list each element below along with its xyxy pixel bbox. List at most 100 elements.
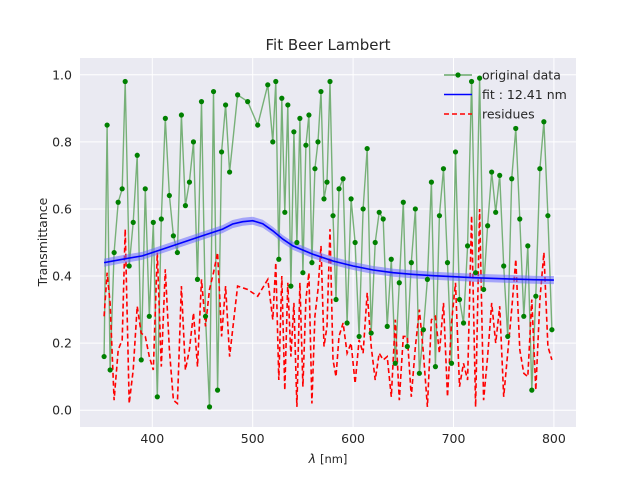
original-data-point bbox=[416, 370, 422, 376]
original-data-point bbox=[360, 206, 366, 212]
original-data-point bbox=[324, 179, 330, 185]
original-data-point bbox=[138, 357, 144, 363]
original-data-point bbox=[444, 260, 451, 266]
x-axis-label: λ [nm] bbox=[308, 451, 348, 466]
original-data-point bbox=[364, 145, 370, 152]
original-data-point bbox=[194, 276, 201, 282]
original-data-point bbox=[333, 296, 339, 303]
original-data-point bbox=[424, 276, 431, 282]
original-data-point bbox=[505, 333, 511, 340]
original-data-point bbox=[481, 286, 487, 293]
original-data-point bbox=[186, 179, 193, 185]
y-tick-label: 0.0 bbox=[52, 403, 72, 418]
original-data-point bbox=[384, 323, 390, 329]
original-data-point bbox=[297, 115, 303, 121]
original-data-point bbox=[101, 353, 107, 360]
original-data-point bbox=[285, 102, 291, 108]
original-data-point bbox=[202, 313, 209, 319]
original-data-point bbox=[111, 249, 117, 256]
original-data-point bbox=[497, 172, 503, 179]
legend: original data fit : 12.41 nm residues bbox=[444, 68, 567, 122]
original-data-point bbox=[210, 88, 217, 95]
original-data-point bbox=[142, 186, 148, 192]
x-tick-label: 600 bbox=[341, 431, 365, 446]
original-data-point bbox=[541, 119, 547, 125]
original-data-point bbox=[107, 367, 113, 373]
original-data-point bbox=[352, 239, 358, 246]
y-tick-label: 0.4 bbox=[52, 269, 72, 284]
original-data-point bbox=[468, 78, 475, 85]
y-axis-label: Transmittance bbox=[35, 197, 50, 287]
y-tick-label: 0.8 bbox=[52, 134, 72, 149]
original-data-point bbox=[104, 122, 110, 128]
original-data-point bbox=[306, 112, 312, 118]
original-data-point bbox=[134, 152, 140, 158]
original-data-point bbox=[214, 387, 221, 393]
original-data-point bbox=[218, 149, 225, 155]
original-data-point bbox=[166, 192, 172, 199]
residues-line bbox=[103, 208, 553, 407]
original-data-point bbox=[376, 209, 382, 215]
original-data-point bbox=[315, 139, 321, 145]
chart-title: Fit Beer Lambert bbox=[266, 36, 391, 54]
original-data-point bbox=[276, 256, 282, 262]
legend-label-fit: fit : 12.41 nm bbox=[482, 87, 567, 102]
original-data-point bbox=[412, 206, 418, 212]
original-data-point bbox=[533, 293, 539, 299]
original-data-point bbox=[400, 199, 406, 205]
original-data-point bbox=[270, 139, 276, 145]
original-data-point bbox=[222, 102, 229, 108]
original-data-point bbox=[273, 78, 279, 85]
original-data-point bbox=[344, 320, 350, 326]
original-data-point bbox=[477, 75, 483, 81]
original-data-point bbox=[380, 216, 386, 222]
legend-label-original-data: original data bbox=[482, 68, 561, 83]
original-data-point bbox=[330, 213, 336, 219]
original-data-point bbox=[255, 122, 261, 128]
original-data-point bbox=[448, 360, 455, 366]
original-data-point bbox=[529, 387, 535, 393]
original-data-point bbox=[348, 196, 354, 202]
original-data-point bbox=[485, 223, 491, 229]
original-data-point bbox=[178, 112, 185, 118]
original-data-point bbox=[517, 216, 523, 222]
original-data-point bbox=[206, 404, 213, 410]
original-data-point bbox=[279, 95, 285, 101]
original-data-point bbox=[336, 186, 342, 192]
original-data-point bbox=[198, 99, 205, 105]
y-tick-label: 0.2 bbox=[52, 336, 72, 351]
original-data-point bbox=[150, 219, 156, 225]
original-data-point bbox=[158, 216, 164, 222]
original-data-point bbox=[288, 283, 294, 289]
original-data-point bbox=[521, 313, 527, 319]
original-data-point bbox=[327, 78, 333, 85]
original-data-point bbox=[235, 92, 241, 98]
original-data-point bbox=[282, 209, 288, 215]
original-data-point bbox=[372, 239, 378, 246]
original-data-point bbox=[460, 320, 467, 326]
original-data-point bbox=[404, 343, 410, 350]
x-axis-ticks: 400 500 600 700 800 bbox=[140, 431, 566, 446]
original-data-point bbox=[162, 115, 168, 121]
original-data-point bbox=[309, 260, 315, 266]
original-data-point bbox=[509, 176, 515, 182]
original-data-point bbox=[190, 139, 197, 145]
original-data-point bbox=[356, 333, 362, 340]
original-data-point bbox=[452, 149, 459, 155]
original-data-point bbox=[154, 394, 160, 400]
original-data-point bbox=[489, 169, 495, 175]
y-tick-label: 0.6 bbox=[52, 201, 72, 216]
original-data-point bbox=[545, 213, 551, 219]
original-data-point bbox=[464, 243, 471, 249]
plot-area bbox=[80, 58, 576, 427]
original-data-point bbox=[408, 260, 414, 266]
fit-uncertainty-band bbox=[104, 216, 554, 285]
original-data-point bbox=[300, 270, 306, 276]
legend-label-residues: residues bbox=[482, 107, 535, 122]
original-data-point bbox=[472, 270, 479, 276]
original-data-point bbox=[227, 169, 233, 175]
original-data-point bbox=[388, 256, 394, 262]
x-axis-label-symbol: λ bbox=[308, 451, 316, 466]
original-data-point bbox=[122, 78, 128, 85]
